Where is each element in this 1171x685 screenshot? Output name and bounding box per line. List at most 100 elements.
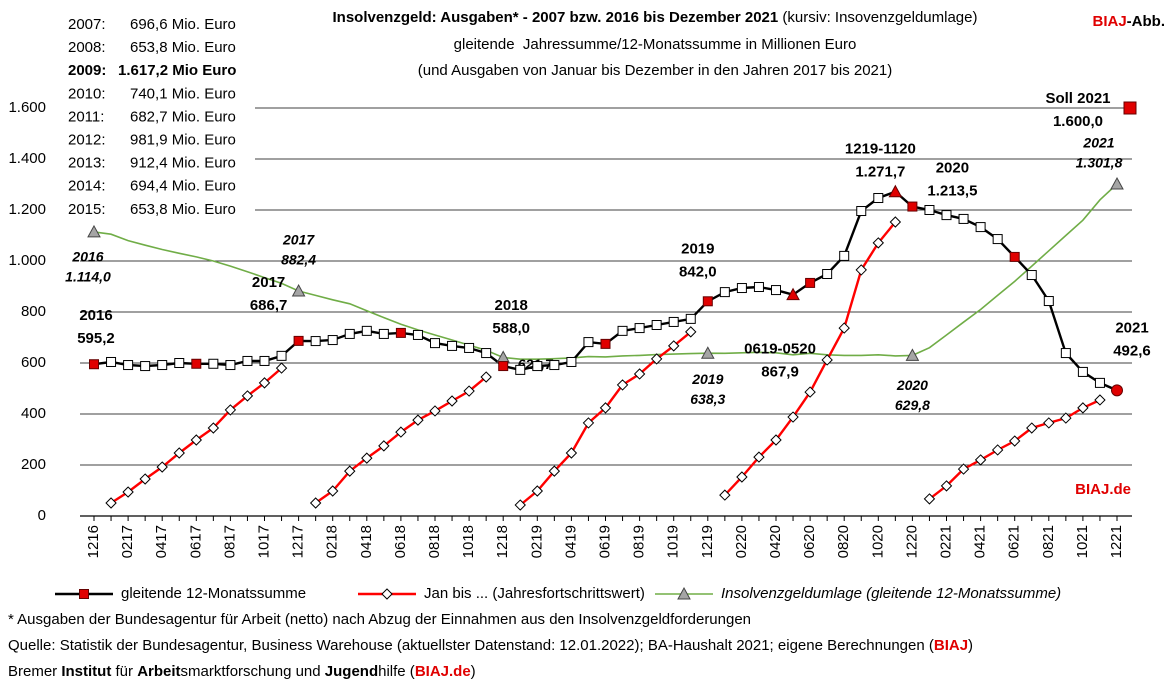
point [873,193,884,204]
point [344,328,355,339]
value-label: 686,7 [250,297,288,314]
point [208,358,219,369]
history-amount: 653,8 Mio. Euro [130,201,236,218]
point [1077,366,1088,377]
value-label: 1.271,7 [855,164,905,181]
history-year: 2008: [68,39,106,56]
point [1111,384,1123,397]
point [446,395,458,407]
point [157,360,168,371]
value-label: 492,6 [1113,342,1151,359]
y-tick-label: 400 [21,405,46,422]
point [685,326,697,338]
history-year: 2007: [68,16,106,33]
series-line [110,221,1101,506]
point [1009,251,1020,262]
point [378,328,389,339]
point [650,353,663,365]
footnote-part: BIAJ.de [415,663,471,680]
point [907,201,918,212]
point [1043,417,1055,429]
footnote-part: smarktforschung und [181,663,325,680]
point [753,282,764,293]
legend-marker [677,586,691,600]
point [412,414,424,426]
x-tick-label: 1020 [869,525,886,558]
value-label: 1.114,0 [65,269,111,285]
point [498,361,509,372]
point [122,486,134,498]
point [1026,270,1037,281]
history-box [60,0,255,219]
point [1008,435,1021,447]
x-tick-label: 0819 [631,525,648,558]
point [872,237,885,249]
point [668,316,679,327]
point [361,325,372,336]
x-tick-label: 0619 [596,525,613,558]
x-tick-label: 1021 [1074,525,1091,558]
point-label-title: 2016 [71,249,103,265]
chart-title: Insolvenzgeld: Ausgaben* - 2007 bzw. 201… [333,9,978,26]
point [429,405,441,417]
x-tick-label: 0818 [426,525,443,558]
point [583,337,594,348]
point [719,489,731,501]
point [905,348,920,361]
history-year: 2009: [68,62,106,79]
point [992,234,1003,245]
point [957,463,970,475]
point-label-title: 1219-1120 [845,141,916,158]
value-label: 867,9 [761,364,799,381]
point [463,385,475,397]
point [856,206,867,217]
point [821,354,833,366]
point [532,361,543,372]
point-label-title: 2019 [691,371,723,387]
point [600,338,611,349]
point [770,434,782,446]
value-label: 1.213,5 [927,183,977,200]
point [975,222,986,233]
value-label: 629,8 [895,397,930,413]
point [140,361,151,372]
history-amount: 682,7 Mio. Euro [130,108,236,125]
y-tick-label: 200 [21,456,46,473]
point [924,205,935,215]
point [634,323,645,334]
x-tick-label: 0418 [358,525,375,558]
footnote-part: * Ausgaben der Bundesagentur für Arbeit … [8,611,751,628]
point [838,322,850,334]
point [633,368,646,380]
point [241,390,254,402]
x-tick-label: 1217 [290,525,307,558]
point-label-title: 2020 [936,160,969,177]
point [548,465,561,477]
corner-label-part: -Abb. [1127,13,1165,30]
footnote-part: Arbeit [137,663,180,680]
point [700,346,715,359]
x-tick-label: 1221 [1108,525,1125,558]
value-label: 842,0 [679,263,717,280]
point [1060,412,1072,424]
point [804,386,816,398]
history-year: 2012: [68,131,106,148]
point [566,356,577,367]
point [139,473,151,485]
legend-marker [79,589,89,599]
footnote-part: Jugend [325,663,378,680]
x-tick-label: 0617 [187,525,204,558]
point-label-title: 2017 [252,274,285,291]
x-tick-label: 0421 [972,525,989,558]
point [275,362,288,374]
target-value-label: 1.600,0 [1053,113,1103,130]
x-tick-label: 1019 [665,525,682,558]
footnote-part: BIAJ [934,637,968,654]
legend-label: gleitende 12-Monatssumme [121,585,306,602]
point-label-title: 2021 [1082,135,1114,151]
point [309,497,322,509]
point [531,485,544,497]
point [1110,176,1124,190]
history-amount: 981,9 Mio. Euro [130,131,236,148]
history-year: 2015: [68,201,106,218]
